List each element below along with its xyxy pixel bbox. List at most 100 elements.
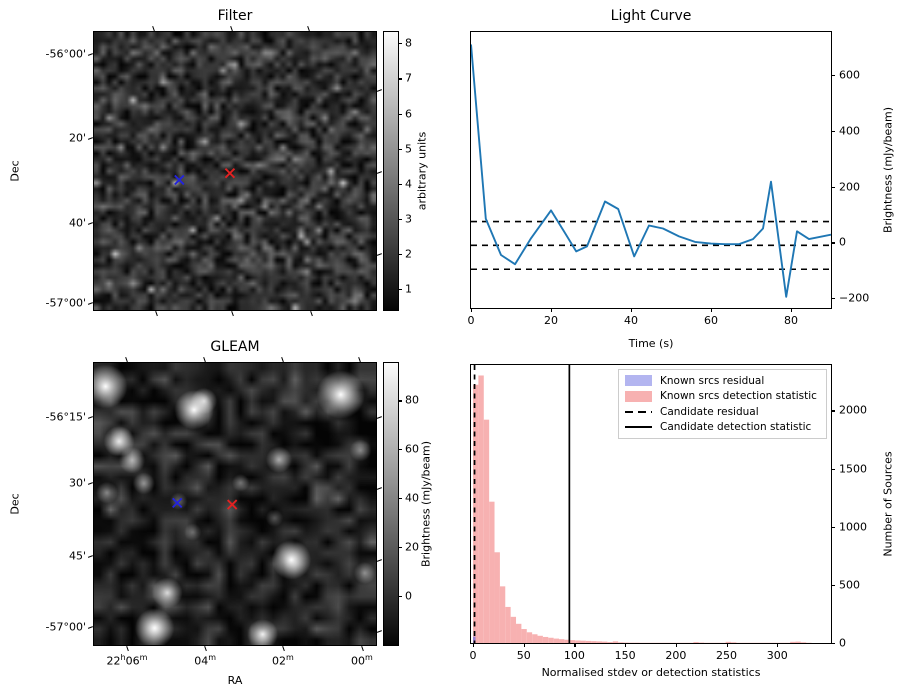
gleam-colorbar xyxy=(383,362,399,646)
tick-mark xyxy=(398,254,402,256)
hist-bar-pink xyxy=(553,638,560,643)
hist-bar-pink xyxy=(725,641,732,643)
tick-mark xyxy=(831,298,835,300)
tick-mark xyxy=(831,130,835,133)
tick-mark xyxy=(376,89,383,93)
tick-mark xyxy=(471,308,473,312)
x-tick-label: 150 xyxy=(614,649,636,662)
y-tick-label: 1000 xyxy=(839,520,867,534)
legend-item: Candidate residual xyxy=(625,405,820,419)
filter-markers-overlay xyxy=(174,168,236,186)
known-source-marker xyxy=(172,497,183,509)
colorbar-tick-label: 8 xyxy=(405,36,412,50)
tick-mark xyxy=(398,449,402,451)
legend-label: Known srcs detection statistic xyxy=(660,390,817,403)
y-tick-label: 200 xyxy=(839,180,860,194)
tick-mark xyxy=(126,645,130,652)
superscript: m xyxy=(208,653,216,662)
x-tick-label: 02m xyxy=(272,653,294,668)
legend-patch-swatch xyxy=(625,390,652,402)
hist-bar-pink xyxy=(693,642,699,643)
tick-mark xyxy=(282,645,286,652)
legend: Known srcs residual Known srcs detection … xyxy=(618,369,827,439)
colorbar-tick-label: 80 xyxy=(405,393,419,407)
tick-mark xyxy=(398,78,402,80)
filter-title: Filter xyxy=(217,8,253,24)
hist-bar-pink xyxy=(499,586,506,643)
hist-bar-pink xyxy=(602,641,608,643)
hist-bar-pink xyxy=(731,642,737,643)
colorbar-tick-label: 60 xyxy=(405,442,419,456)
tick-mark xyxy=(398,289,402,291)
tick-mark xyxy=(376,171,383,175)
y-tick-label: 30' xyxy=(68,476,86,490)
legend-line-swatch xyxy=(625,426,652,429)
hist-bar-pink xyxy=(505,606,511,643)
tick-mark xyxy=(675,643,678,647)
tick-mark xyxy=(831,410,835,412)
x-tick-label: 80 xyxy=(784,314,798,327)
filter-image-panel xyxy=(93,31,377,311)
hist-bar-pink xyxy=(526,632,533,643)
gleam-ylabel: Dec xyxy=(8,493,22,515)
y-tick-label: -56°00' xyxy=(45,47,87,61)
tick-mark xyxy=(398,113,402,115)
hist-bar-pink xyxy=(569,640,576,643)
hist-bar-pink xyxy=(473,384,479,643)
tick-mark xyxy=(711,308,713,312)
hist-bar-pink xyxy=(795,641,801,643)
tick-mark xyxy=(831,526,835,528)
y-tick-label: -57°00' xyxy=(45,296,87,310)
legend-item: Known srcs residual xyxy=(625,374,820,388)
hist-ylabel: Number of Sources xyxy=(881,451,895,557)
colorbar-tick-label: 0 xyxy=(405,589,412,603)
tick-mark xyxy=(376,415,383,419)
gleam-markers-overlay xyxy=(172,497,238,510)
light-curve-line xyxy=(471,44,831,298)
tick-mark xyxy=(831,75,835,77)
tick-mark xyxy=(473,643,475,647)
hist-bar-pink xyxy=(483,419,490,643)
hist-bar-pink xyxy=(516,623,522,643)
hist-bar-pink xyxy=(494,552,500,643)
colorbar-tick-label: 3 xyxy=(405,212,412,226)
x-tick-label: 20 xyxy=(544,314,558,327)
tick-mark xyxy=(310,310,314,317)
tick-mark xyxy=(791,308,793,312)
y-tick-label: 0 xyxy=(839,235,846,249)
tick-mark xyxy=(574,643,576,647)
colorbar-tick-label: 2 xyxy=(405,247,412,261)
hist-bar-pink xyxy=(618,642,624,643)
filter-ylabel: Dec xyxy=(8,160,22,182)
tick-mark xyxy=(831,643,835,645)
hist-bar-blue xyxy=(473,636,476,643)
tick-mark xyxy=(398,498,402,500)
candidate-marker xyxy=(227,499,238,510)
colorbar-tick-label: 4 xyxy=(405,177,412,191)
legend-item: Known srcs detection statistic xyxy=(625,389,820,403)
tick-mark xyxy=(155,310,159,317)
tick-mark xyxy=(376,253,383,257)
light-curve-title: Light Curve xyxy=(610,8,692,24)
tick-mark xyxy=(376,559,383,563)
histogram-plot xyxy=(473,365,812,643)
y-tick-label: 600 xyxy=(839,68,860,82)
superscript: m xyxy=(364,653,373,662)
tick-mark xyxy=(231,310,235,317)
hist-bar-pink xyxy=(478,375,484,643)
hist-bar-pink xyxy=(580,640,586,643)
y-tick-label: -56°15' xyxy=(45,410,87,424)
lc-ylabel: Brightness (mJy/beam) xyxy=(881,106,895,234)
tick-mark xyxy=(376,487,383,491)
y-tick-label: 20' xyxy=(68,131,86,145)
tick-mark xyxy=(625,643,627,647)
x-tick-label: 0 xyxy=(469,649,477,662)
tick-mark xyxy=(398,43,402,45)
filter-noise-image xyxy=(94,32,376,310)
y-tick-label: 40' xyxy=(68,216,86,230)
gleam-cbar-label: Brightness (mJy/beam) xyxy=(419,440,433,568)
tick-mark xyxy=(376,630,383,634)
hist-bar-pink xyxy=(564,639,570,643)
hist-bar-pink xyxy=(585,640,592,643)
